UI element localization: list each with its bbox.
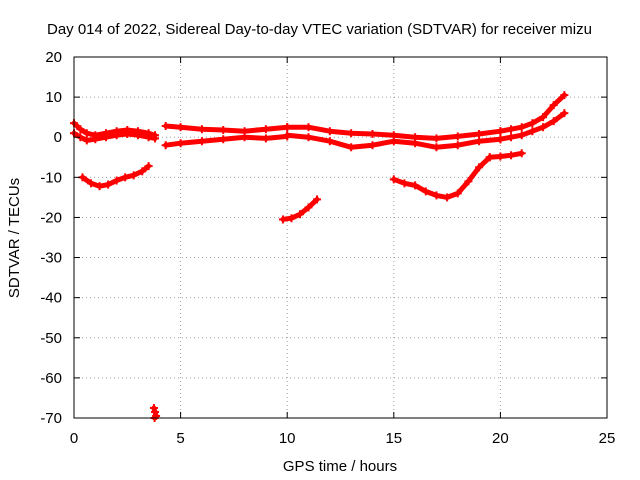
x-tick-label: 0 xyxy=(70,430,78,447)
x-tick-label: 20 xyxy=(492,430,509,447)
y-tick-label: 0 xyxy=(54,129,62,146)
y-tick-label: -70 xyxy=(40,410,62,427)
series-band-lower-4-10h xyxy=(161,132,292,150)
series-line xyxy=(71,130,158,143)
series-line xyxy=(391,154,493,200)
series-line xyxy=(71,120,158,138)
y-tick-labels: 20 10 0 -10 -20 -30 -40 -50 -60 -70 xyxy=(40,49,62,427)
y-tick-label: 20 xyxy=(45,49,62,66)
y-tick-label: -60 xyxy=(40,370,62,387)
series-segment-19.5-21h xyxy=(485,149,526,162)
series-rise-upper-20-23h xyxy=(496,91,569,136)
series-band-lower-10-20h xyxy=(283,131,505,152)
y-tick-label: -50 xyxy=(40,330,62,347)
x-tick-labels: 0 5 10 15 20 25 xyxy=(70,430,616,447)
x-tick-label: 10 xyxy=(279,430,296,447)
grid-lines xyxy=(74,57,607,418)
y-tick-label: -40 xyxy=(40,290,62,307)
series-band-lower-0-4h xyxy=(70,129,160,145)
chart-title: Day 014 of 2022, Sidereal Day-to-day VTE… xyxy=(47,21,592,38)
series-band-upper-0-4h xyxy=(70,119,160,140)
y-tick-label: -20 xyxy=(40,209,62,226)
series-band-upper-4-10h xyxy=(161,121,292,136)
data-series xyxy=(70,91,569,422)
series-arc-9.8-11.4h xyxy=(278,195,322,224)
y-tick-label: -10 xyxy=(40,169,62,186)
x-tick-label: 25 xyxy=(599,430,616,447)
series-arc-0-4h xyxy=(78,162,153,191)
series-rise-lower-20-23h xyxy=(496,109,569,144)
y-tick-label: -30 xyxy=(40,250,62,267)
series-line xyxy=(487,150,525,160)
series-spike-3.8h xyxy=(149,403,161,422)
x-axis-label: GPS time / hours xyxy=(283,458,397,475)
axis-ticks xyxy=(73,56,608,419)
x-tick-label: 15 xyxy=(385,430,402,447)
y-axis-label: SDTVAR / TECUs xyxy=(6,178,23,298)
y-tick-label: 10 xyxy=(45,89,62,106)
plot-frame xyxy=(73,56,608,419)
x-tick-label: 5 xyxy=(176,430,184,447)
